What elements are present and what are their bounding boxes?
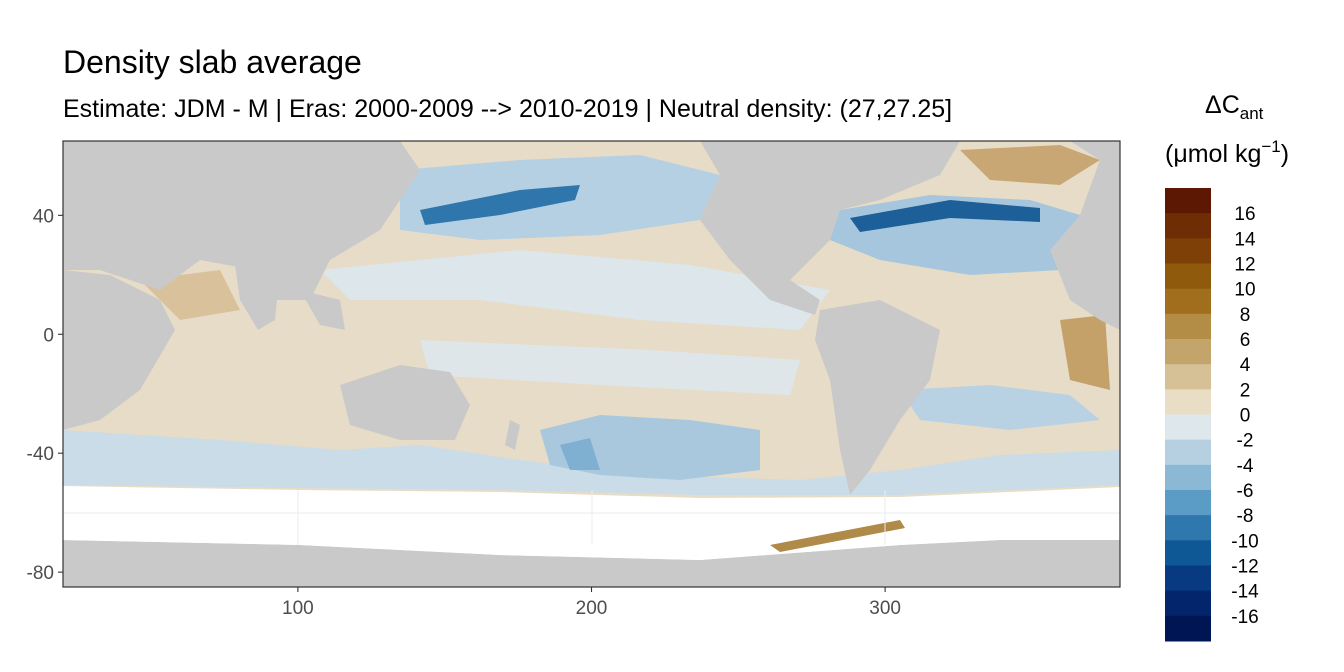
legend-color-step [1165, 464, 1211, 491]
legend-label: 8 [1240, 305, 1251, 326]
x-tick-label: 300 [869, 598, 901, 619]
map-layer [63, 141, 1120, 587]
legend-color-step [1165, 414, 1211, 441]
legend-color-step [1165, 515, 1211, 541]
legend-label: 0 [1240, 406, 1251, 427]
grid-lines [63, 490, 1120, 545]
legend-label: -14 [1231, 582, 1259, 603]
land-europe-africa-east [1050, 141, 1120, 330]
legend-label: -4 [1237, 456, 1254, 477]
legend-color-step [1165, 439, 1211, 466]
land-north-america [700, 141, 960, 315]
ocean-band-equatorial [420, 340, 800, 395]
ocean-south-pacific-core [560, 438, 600, 470]
legend-color-step [1165, 213, 1211, 239]
legend-label: -8 [1237, 506, 1254, 527]
land-antarctica [63, 540, 1120, 587]
legend-color-step [1165, 364, 1211, 390]
land-eurasia [63, 141, 420, 300]
land-australia [340, 365, 470, 440]
legend-label: -6 [1237, 481, 1254, 502]
y-tick-label: -80 [27, 563, 54, 584]
warm-streak-antarctica [770, 520, 905, 552]
legend-label: 10 [1234, 280, 1255, 301]
legend-color-step [1165, 565, 1211, 592]
x-axis: 100 200 300 [282, 587, 901, 619]
legend: ΔCant (μmol kg−1) 16 14 12 10 8 6 4 2 0 -2 -4 -6 -8 -… [1165, 91, 1289, 642]
chart-title: Density slab average [63, 44, 362, 80]
land [63, 141, 1120, 587]
legend-colorbar [1165, 188, 1211, 642]
legend-color-step [1165, 540, 1211, 566]
legend-color-step [1165, 263, 1211, 290]
legend-color-step [1165, 188, 1211, 214]
ocean-arctic-brown [960, 145, 1100, 185]
legend-color-step [1165, 339, 1211, 365]
x-tick-label: 200 [576, 598, 608, 619]
legend-color-step [1165, 313, 1211, 340]
legend-color-step [1165, 490, 1211, 516]
legend-label: -10 [1231, 531, 1258, 552]
legend-color-step [1165, 590, 1211, 617]
legend-color-step [1165, 389, 1211, 415]
legend-label: -16 [1231, 607, 1258, 628]
ocean-south-atlantic-blue [900, 385, 1100, 430]
land-india [235, 265, 280, 330]
legend-labels: 16 14 12 10 8 6 4 2 0 -2 -4 -6 -8 -10 -12 -14 -16 [1231, 204, 1259, 628]
x-tick-label: 100 [282, 598, 314, 619]
legend-label: 16 [1234, 204, 1255, 225]
land-africa [63, 270, 175, 430]
y-axis: 40 0 -40 -80 [27, 206, 63, 584]
ocean-north-atlantic-dark [850, 200, 1040, 232]
legend-color-step [1165, 615, 1211, 642]
ocean-band-north-pacific [320, 250, 830, 330]
legend-label: -2 [1237, 431, 1254, 452]
chart-subtitle: Estimate: JDM - M | Eras: 2000-2009 --> … [63, 95, 952, 123]
y-tick-label: -40 [27, 444, 54, 465]
legend-title: ΔCant [1205, 91, 1264, 123]
legend-label: 12 [1234, 255, 1255, 276]
legend-color-step [1165, 288, 1211, 315]
land-new-zealand [505, 420, 520, 450]
y-tick-label: 40 [33, 206, 54, 227]
legend-color-step [1165, 238, 1211, 264]
legend-label: 4 [1240, 355, 1251, 376]
y-tick-label: 0 [43, 325, 54, 346]
land-southeast-asia [300, 290, 345, 330]
legend-label: 14 [1234, 229, 1256, 250]
legend-label: 2 [1240, 380, 1251, 401]
legend-unit: (μmol kg−1) [1165, 137, 1289, 168]
legend-label: 6 [1240, 330, 1251, 351]
land-south-america [815, 300, 940, 495]
ocean-north-pacific-dark [420, 185, 580, 225]
legend-label: -12 [1231, 557, 1258, 578]
ocean-gulf-guinea-warm [1060, 315, 1110, 390]
map-panel [62, 140, 1121, 588]
